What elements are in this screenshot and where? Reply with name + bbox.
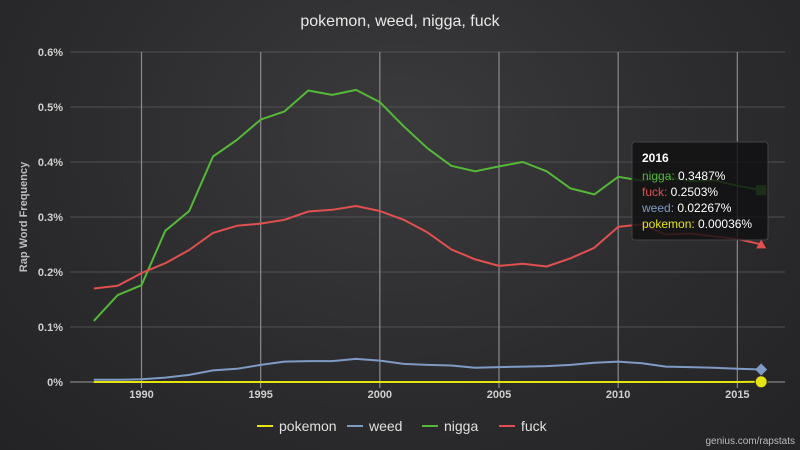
x-tick-label: 2015: [725, 389, 749, 401]
tooltip-series-value: 0.00036%: [695, 217, 753, 231]
legend-label-fuck: fuck: [521, 418, 548, 434]
y-tick-label: 0.1%: [38, 322, 63, 334]
tooltip-row-weed: weed: 0.02267%: [641, 201, 732, 215]
legend-item-pokemon[interactable]: pokemon: [257, 418, 337, 434]
credit-text[interactable]: genius.com/rapstats: [706, 436, 796, 447]
legend-label-pokemon: pokemon: [279, 418, 337, 434]
marker-weed: [755, 363, 768, 376]
tooltip-series-name: pokemon:: [642, 217, 695, 231]
tooltip-series-name: nigga:: [642, 169, 675, 183]
x-tick-label: 1990: [129, 389, 153, 401]
y-tick-label: 0.4%: [38, 157, 63, 169]
legend-item-weed[interactable]: weed: [347, 418, 402, 434]
marker-pokemon: [754, 375, 768, 389]
tooltip-series-name: weed:: [641, 201, 674, 215]
legend-label-weed: weed: [368, 418, 402, 434]
series-line-weed: [93, 357, 762, 381]
x-tick-label: 2000: [368, 389, 392, 401]
legend-label-nigga: nigga: [444, 418, 478, 434]
x-tick-label: 2005: [487, 389, 511, 401]
tooltip: 2016 nigga: 0.3487% fuck: 0.2503% weed: 0.0…: [631, 141, 769, 241]
tooltip-box: [631, 141, 769, 241]
legend[interactable]: pokemon weed nigga fuck: [257, 418, 548, 434]
tooltip-series-value: 0.2503%: [667, 185, 718, 199]
y-tick-label: 0.3%: [38, 212, 63, 224]
chart-title: pokemon, weed, nigga, fuck: [300, 13, 500, 30]
tooltip-year: 2016: [642, 151, 669, 165]
tooltip-series-name: fuck:: [642, 185, 667, 199]
tooltip-row-fuck: fuck: 0.2503%: [642, 185, 718, 199]
x-tick-label: 2010: [606, 389, 630, 401]
y-axis-label: Rap Word Frequency: [18, 161, 30, 272]
marker-fuck: [756, 239, 767, 249]
tooltip-row-nigga: nigga: 0.3487%: [642, 169, 726, 183]
legend-item-fuck[interactable]: fuck: [499, 418, 548, 434]
y-tick-label: 0.2%: [38, 267, 63, 279]
y-tick-label: 0.5%: [38, 102, 63, 114]
tooltip-row-pokemon: pokemon: 0.00036%: [642, 217, 752, 231]
tooltip-series-value: 0.02267%: [674, 201, 732, 215]
y-tick-label: 0%: [47, 377, 63, 389]
legend-item-nigga[interactable]: nigga: [422, 418, 478, 434]
x-tick-label: 1995: [248, 389, 272, 401]
tooltip-series-value: 0.3487%: [675, 169, 726, 183]
y-tick-label: 0.6%: [38, 47, 63, 59]
